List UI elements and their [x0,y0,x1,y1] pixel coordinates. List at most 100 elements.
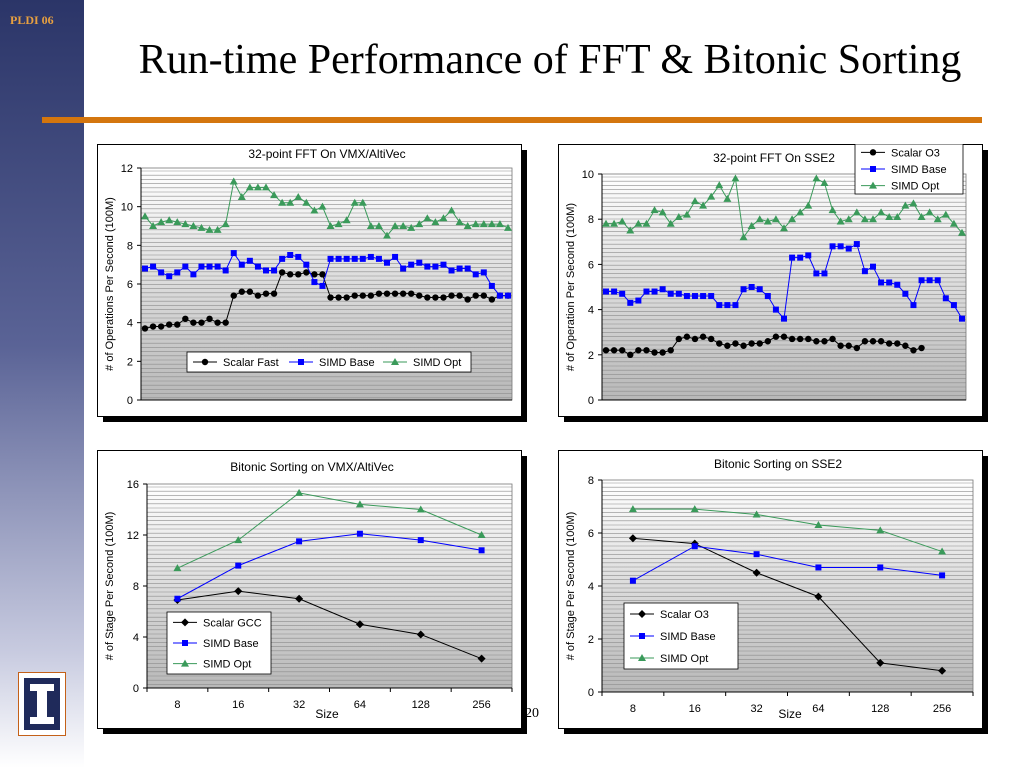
x-tick-label: 128 [412,699,430,711]
data-point [477,531,486,538]
data-point [659,349,666,356]
data-point [876,526,885,534]
data-point [302,198,311,206]
data-point [295,594,304,603]
data-point [748,340,755,347]
data-point [335,294,342,301]
data-point [358,198,367,206]
data-point [829,243,836,250]
data-point [837,342,844,349]
data-point [480,292,487,299]
data-point [821,338,828,345]
data-point [700,293,707,300]
data-point [327,255,334,262]
data-point [271,267,278,274]
x-tick-label: 128 [871,703,889,715]
data-point [189,222,198,229]
data-point [740,286,747,293]
data-point [447,206,456,214]
data-point [877,208,886,216]
series-line [177,590,482,660]
x-tick-label: 256 [933,703,951,715]
data-point [181,220,190,228]
data-point [229,177,238,185]
data-point [279,255,286,262]
data-point [691,543,698,550]
data-point [391,222,400,229]
data-point [674,212,683,220]
series-line [177,533,482,600]
y-tick-label: 12 [127,530,139,542]
data-point [876,658,885,667]
data-point [659,286,666,293]
y-tick-label: 6 [127,279,133,291]
data-point [383,231,391,239]
y-tick-label: 12 [121,163,133,175]
y-tick-label: 4 [588,305,594,317]
data-point [303,261,310,268]
data-point [753,551,760,558]
data-point [262,183,270,191]
data-point [635,297,642,304]
y-tick-label: 8 [127,240,133,252]
data-point [150,263,157,270]
data-point [157,323,165,330]
data-point [407,223,416,231]
data-point [942,295,949,302]
data-point [230,250,237,257]
data-point [182,315,189,322]
data-point [471,220,480,228]
legend-box [186,351,472,373]
data-point [295,271,302,278]
data-point [253,183,262,191]
y-tick-label: 8 [588,475,594,487]
data-point [173,218,182,226]
legend-swatch-marker [639,633,645,639]
y-tick-label: 6 [588,528,594,540]
data-point [245,183,254,191]
data-point [213,225,222,233]
data-point [796,335,804,343]
data-point [182,263,189,270]
data-point [254,292,262,299]
data-point [246,257,253,264]
data-point [885,212,894,220]
x-tick-label: 16 [232,699,244,711]
data-point [949,219,958,227]
y-tick-label: 0 [588,687,594,699]
data-point [708,293,715,300]
data-point [813,270,820,277]
data-point [286,198,295,206]
data-point [853,344,861,352]
data-point [326,222,335,229]
data-point [797,254,804,261]
data-point [877,564,884,571]
series-simd-opt [602,174,966,241]
data-point [628,534,637,543]
data-point [222,319,229,326]
data-point [174,321,181,328]
chart-fft-sse2: 0 2 4 6 8 10 32-point FFT On SSE2 # of Operatio… [558,144,990,424]
data-point [319,282,326,289]
data-point [166,273,173,280]
data-point [504,223,512,231]
data-point [893,212,902,220]
data-point [190,271,197,278]
data-point [142,265,148,272]
data-point [270,290,278,297]
y-axis-label: # of Operations Per Second (100M) [104,197,116,371]
series-line [632,545,943,582]
data-point [416,505,425,513]
data-point [917,212,926,220]
series-scalar-o3 [602,333,925,358]
data-point [602,219,610,227]
legend: Scalar O3 SIMD Base SIMD Opt [854,144,964,195]
data-point [691,335,699,343]
data-point [748,284,755,290]
data-point [359,292,366,299]
data-point [456,265,463,272]
data-point [860,215,869,223]
data-point [206,315,213,322]
data-point [416,630,425,639]
data-point [821,270,828,277]
